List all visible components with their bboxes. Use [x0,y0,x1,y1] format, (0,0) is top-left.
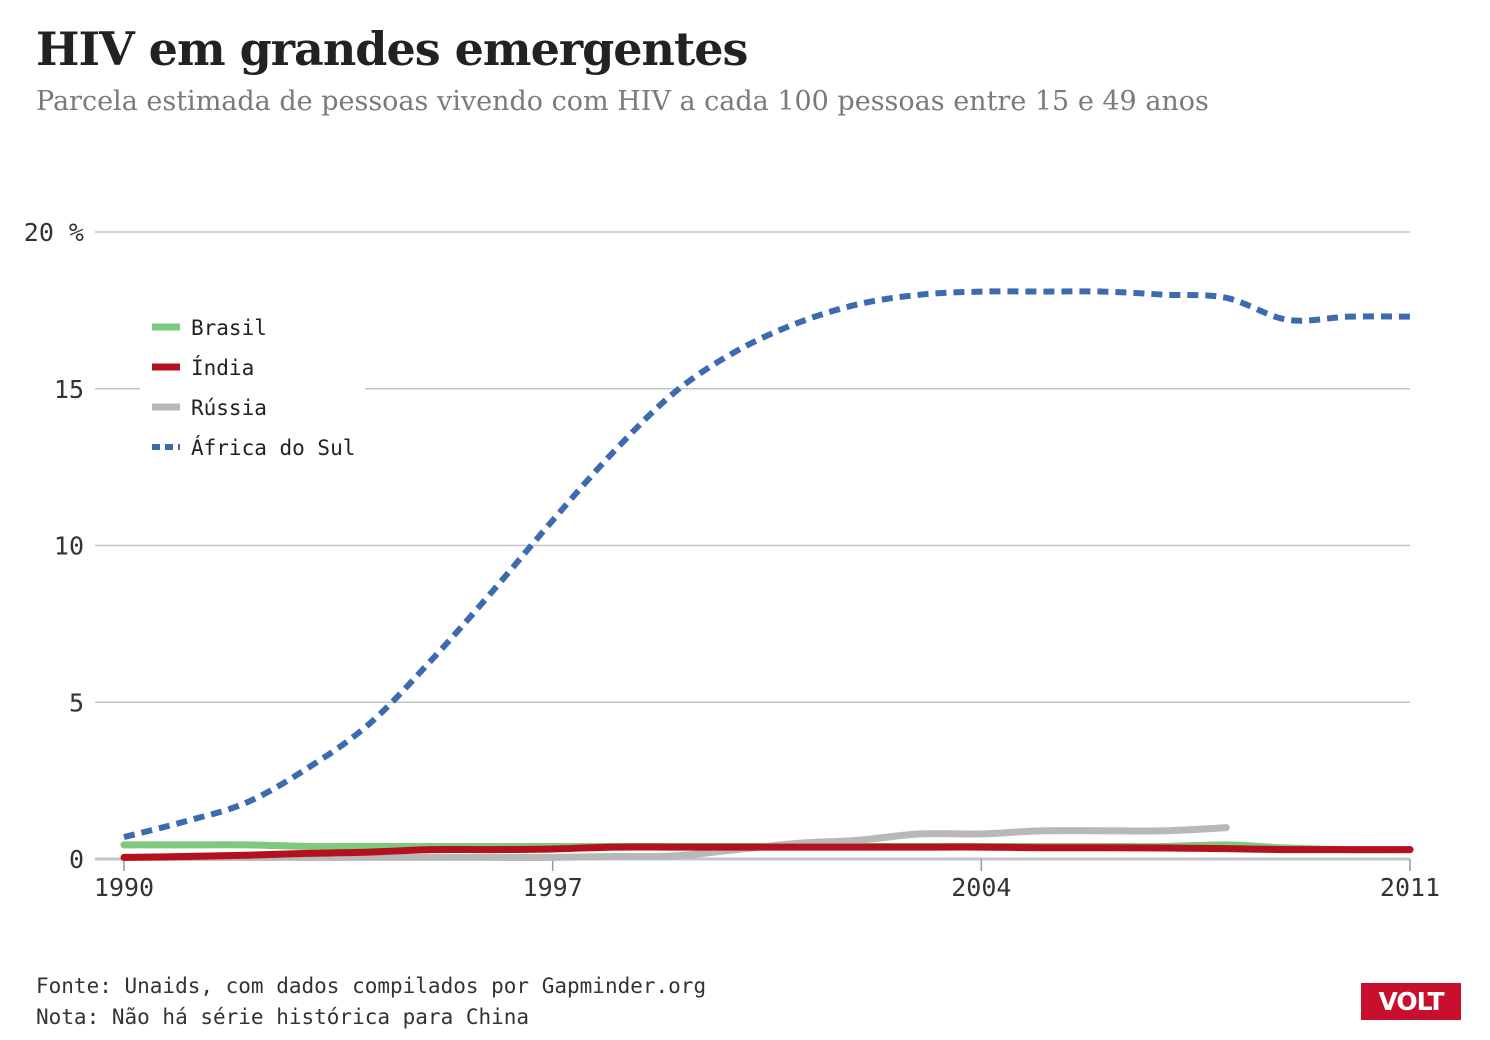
series-line-Rússia [120,824,1230,862]
source-note: Fonte: Unaids, com dados compilados por … [36,974,707,998]
y-tick-label: 15 [54,375,84,404]
x-tick-label: 1990 [94,873,154,902]
series-lines [120,288,1414,862]
chart-subtitle: Parcela estimada de pessoas vivendo com … [36,86,1209,117]
x-axis-ticks: 1990 1997 2004 2011 [94,859,1440,902]
legend-label: Brasil [191,316,267,340]
footnote: Nota: Não há série histórica para China [36,1005,530,1029]
y-tick-label: 0 [69,845,84,874]
y-axis-ticks: 0 5 10 15 20 % [24,218,84,874]
chart-title: HIV em grandes emergentes [36,22,748,76]
series-line-Índia [120,843,1414,861]
x-tick-label: 2004 [951,873,1011,902]
x-tick-label: 1997 [523,873,583,902]
y-tick-label: 10 [54,532,84,561]
x-tick-label: 2011 [1380,873,1440,902]
legend-label: África do Sul [191,435,355,460]
y-tick-label: 20 % [24,218,84,247]
y-tick-label: 5 [69,688,84,717]
legend: Brasil Índia Rússia África do Sul [140,300,365,470]
volt-logo: VOLT [1361,983,1461,1020]
series-line-África do Sul [123,288,1411,840]
legend-label: Índia [191,355,254,380]
legend-label: Rússia [191,396,267,420]
